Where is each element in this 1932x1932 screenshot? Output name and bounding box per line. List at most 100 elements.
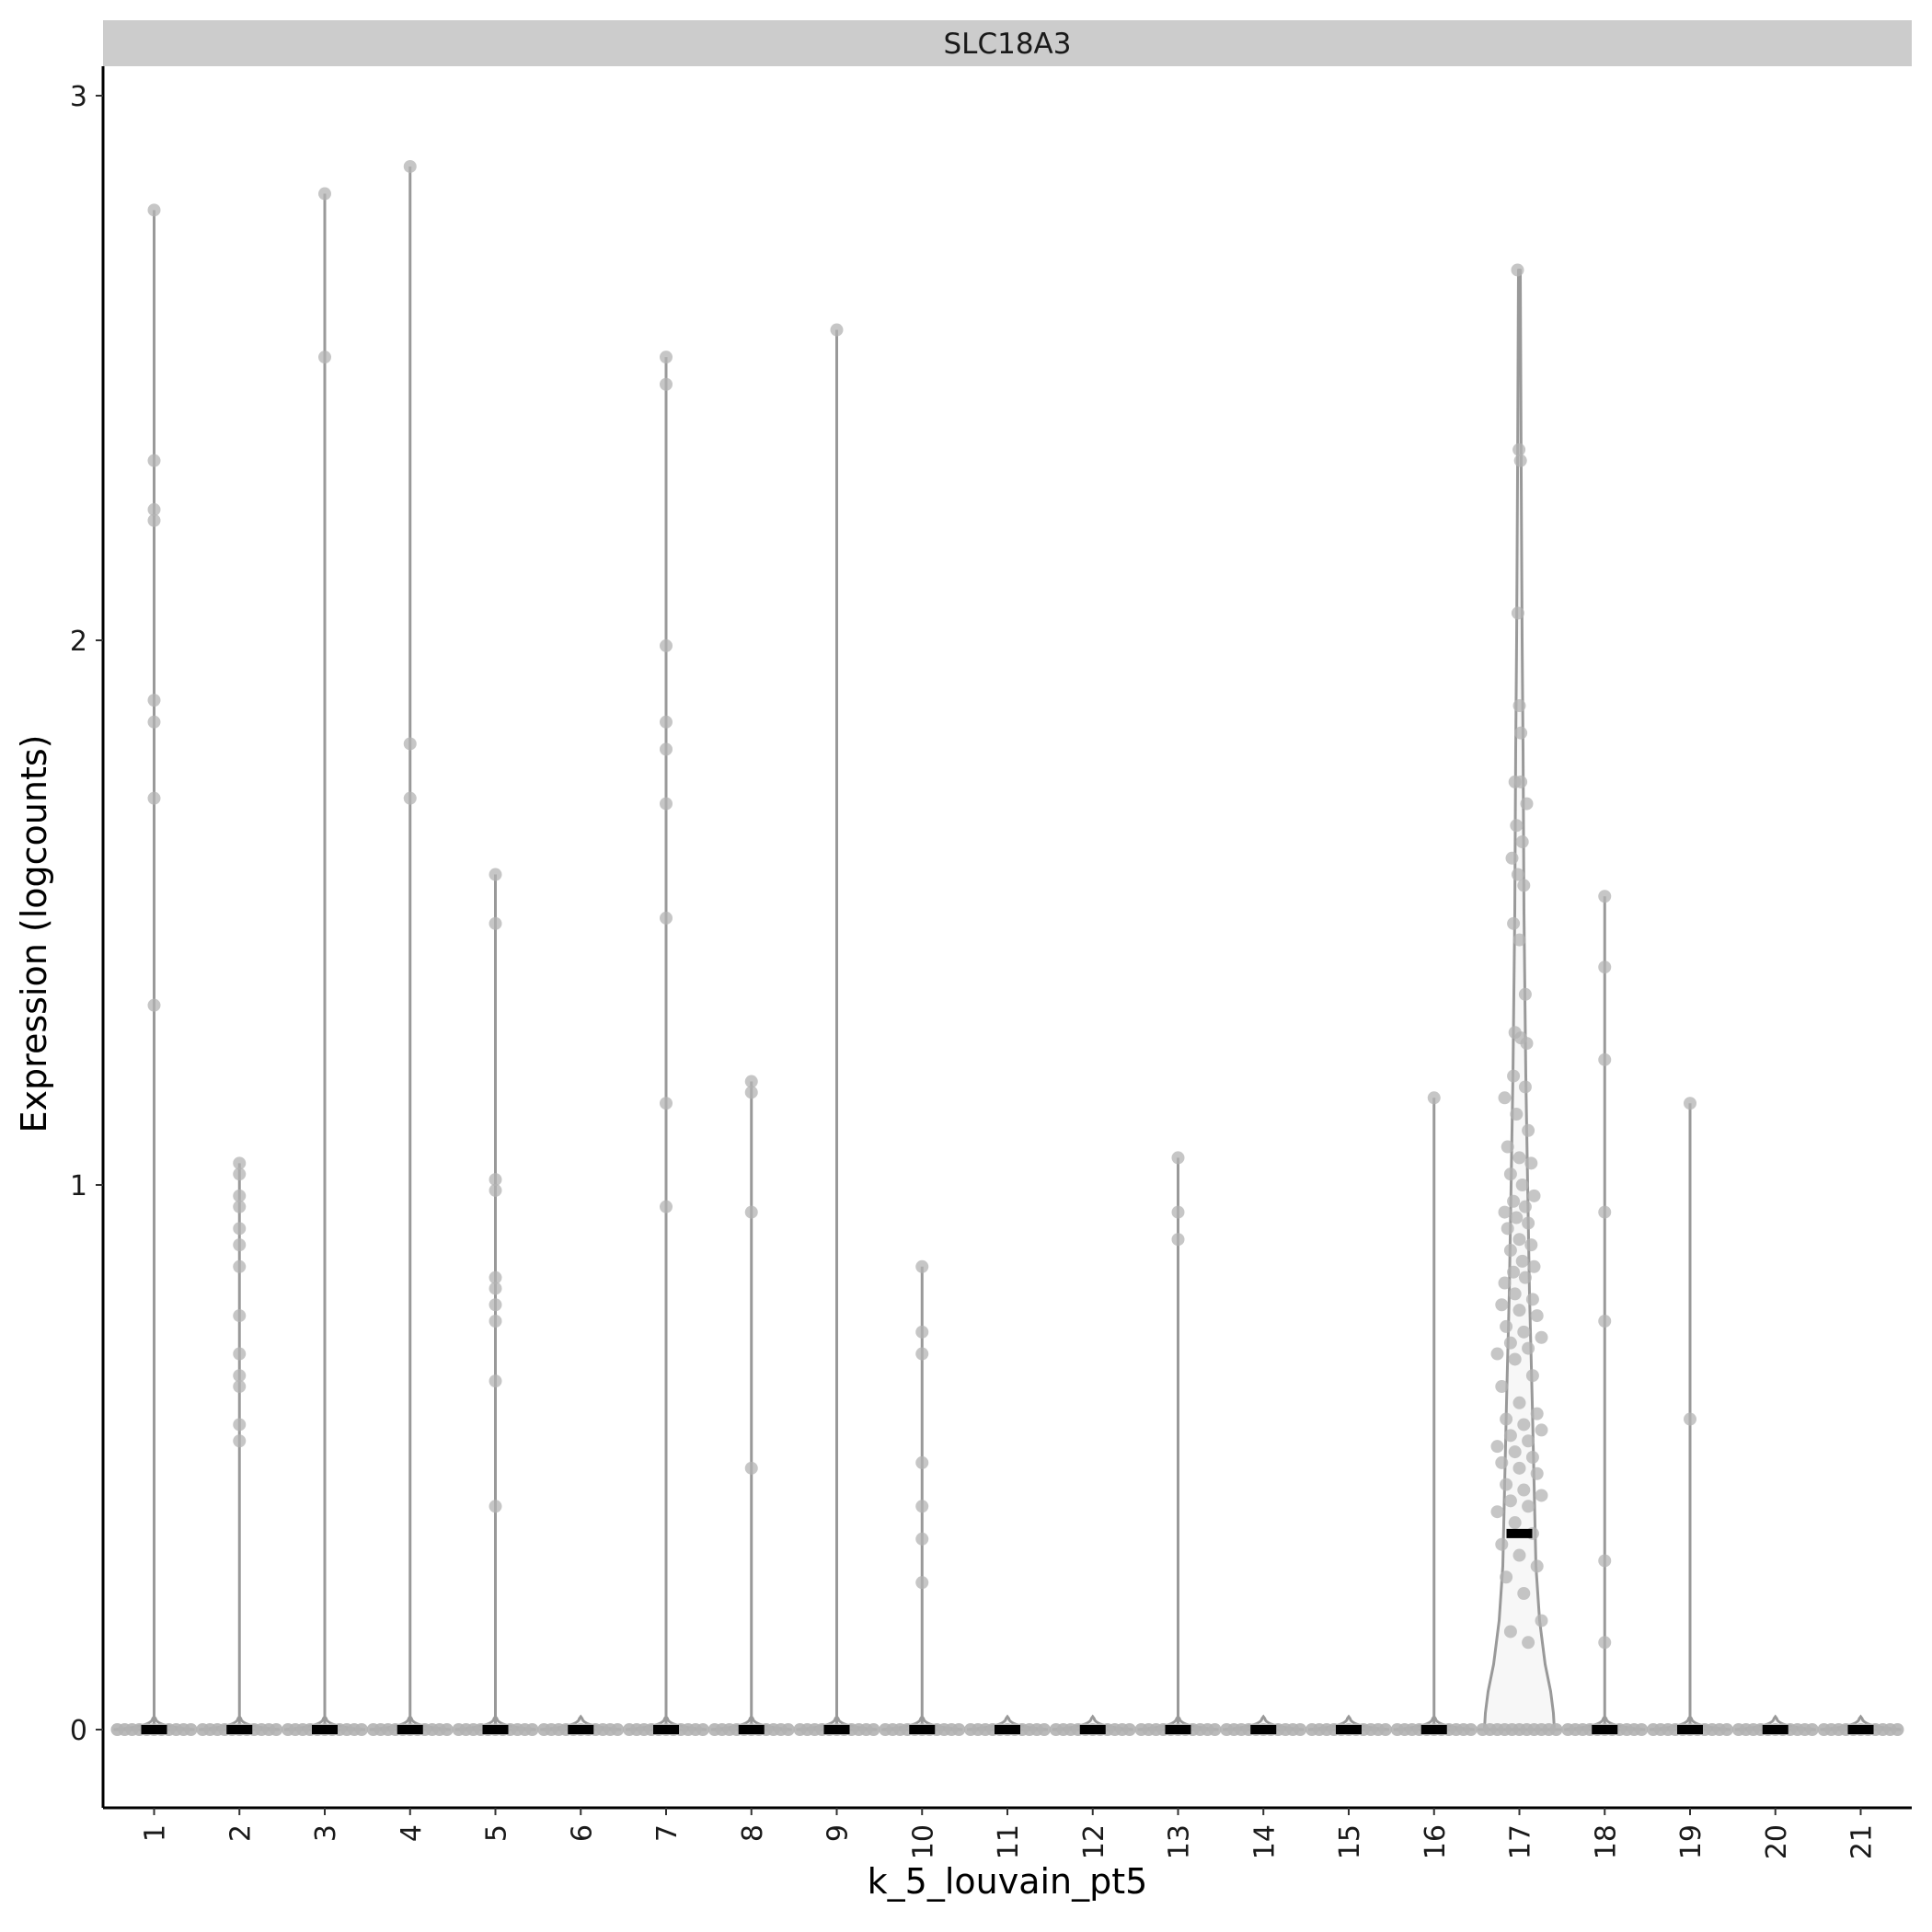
- x-tick-label: 16: [1420, 1824, 1452, 1859]
- data-point: [660, 797, 673, 811]
- violin-group: [110, 203, 198, 1736]
- data-point: [1598, 960, 1612, 974]
- x-tick-label: 1: [140, 1824, 172, 1842]
- median-marker: [738, 1725, 765, 1734]
- x-tick-label: 5: [481, 1824, 513, 1842]
- violin-group: [1647, 1097, 1733, 1736]
- data-point: [1524, 1238, 1538, 1252]
- data-point: [915, 1576, 929, 1590]
- data-point: [1530, 1407, 1544, 1420]
- data-point: [318, 187, 331, 201]
- data-point: [1598, 890, 1612, 903]
- data-point: [696, 1723, 709, 1736]
- data-point: [1507, 1265, 1521, 1279]
- data-point: [1522, 1341, 1535, 1355]
- data-point: [660, 1097, 673, 1110]
- data-point: [525, 1723, 539, 1736]
- data-point: [660, 638, 673, 652]
- data-point: [1512, 1304, 1526, 1317]
- data-point: [1294, 1723, 1307, 1736]
- data-point: [147, 513, 161, 527]
- data-point: [489, 1315, 502, 1328]
- violin-group: [964, 1714, 1051, 1736]
- violin-group: [793, 323, 880, 1736]
- data-point: [1511, 263, 1524, 277]
- plot-area: [110, 159, 1904, 1736]
- data-point: [1518, 987, 1532, 1001]
- data-point: [1522, 1500, 1535, 1513]
- data-point: [489, 1500, 502, 1513]
- data-point: [1507, 916, 1521, 930]
- data-point: [147, 694, 161, 707]
- x-tick-label: 15: [1334, 1824, 1366, 1859]
- data-point: [233, 1434, 247, 1448]
- data-point: [233, 1200, 247, 1213]
- data-point: [660, 377, 673, 391]
- data-point: [147, 715, 161, 729]
- median-marker: [1847, 1725, 1874, 1734]
- violin-group: [1817, 1714, 1904, 1736]
- data-point: [147, 998, 161, 1012]
- data-point: [233, 1309, 247, 1323]
- violin-group: [452, 868, 539, 1736]
- data-point: [1038, 1723, 1051, 1736]
- median-marker: [1420, 1725, 1447, 1734]
- data-point: [1517, 1587, 1531, 1600]
- data-point: [403, 737, 417, 751]
- median-marker: [653, 1725, 679, 1734]
- data-point: [1513, 454, 1527, 467]
- data-point: [1522, 1216, 1535, 1230]
- x-axis-title: k_5_louvain_pt5: [868, 1861, 1148, 1902]
- violin-group: [1134, 1151, 1222, 1736]
- data-point: [489, 1298, 502, 1312]
- data-point: [233, 1222, 247, 1236]
- median-marker: [397, 1725, 423, 1734]
- data-point: [1805, 1723, 1819, 1736]
- data-point: [1530, 1559, 1544, 1573]
- data-point: [915, 1532, 929, 1546]
- data-point: [489, 1282, 502, 1295]
- violin-group: [1220, 1714, 1307, 1736]
- data-point: [1524, 1156, 1538, 1170]
- data-point: [1505, 851, 1519, 865]
- data-point: [1512, 699, 1526, 713]
- data-point: [489, 916, 502, 930]
- data-point: [660, 742, 673, 756]
- data-point: [233, 1347, 247, 1361]
- x-tick-label: 10: [907, 1824, 939, 1859]
- data-point: [660, 351, 673, 364]
- data-point: [781, 1723, 795, 1736]
- data-point: [1171, 1205, 1185, 1219]
- violin-group: [1049, 1714, 1136, 1736]
- data-point: [489, 1173, 502, 1187]
- x-tick-label: 12: [1078, 1824, 1110, 1859]
- median-marker: [226, 1725, 253, 1734]
- data-point: [147, 203, 161, 217]
- data-point: [233, 1156, 247, 1170]
- data-point: [489, 1271, 502, 1284]
- data-point: [1500, 1478, 1513, 1491]
- data-point: [1514, 775, 1528, 788]
- data-point: [1518, 1271, 1532, 1284]
- x-tick-label: 18: [1590, 1824, 1622, 1859]
- violin-group: [196, 1156, 283, 1736]
- data-point: [1507, 1069, 1521, 1083]
- violin-group: [623, 351, 709, 1736]
- data-point: [1515, 835, 1529, 849]
- data-point: [1500, 1570, 1513, 1584]
- data-point: [1525, 1369, 1539, 1383]
- data-point: [1520, 797, 1534, 811]
- data-point: [915, 1347, 929, 1361]
- data-point: [1503, 1429, 1517, 1443]
- data-point: [1512, 1233, 1526, 1247]
- data-point: [1510, 1108, 1524, 1121]
- violin-group: [537, 1714, 625, 1736]
- data-point: [1510, 819, 1524, 833]
- data-point: [1512, 1151, 1526, 1165]
- data-point: [1122, 1723, 1136, 1736]
- y-tick-label: 3: [70, 81, 87, 113]
- data-point: [270, 1723, 283, 1736]
- x-tick-label: 14: [1248, 1824, 1281, 1859]
- data-point: [1515, 1179, 1529, 1191]
- data-point: [952, 1723, 966, 1736]
